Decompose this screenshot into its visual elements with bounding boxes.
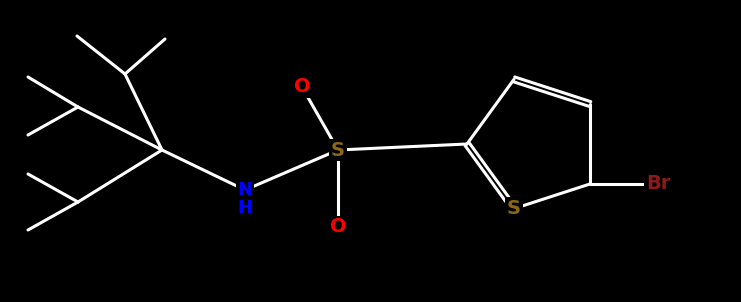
- Text: Br: Br: [646, 175, 670, 194]
- Text: S: S: [331, 140, 345, 159]
- Text: O: O: [330, 217, 346, 236]
- Text: H: H: [238, 199, 253, 217]
- Text: N: N: [238, 181, 253, 199]
- Text: O: O: [293, 78, 310, 97]
- Text: S: S: [507, 199, 521, 218]
